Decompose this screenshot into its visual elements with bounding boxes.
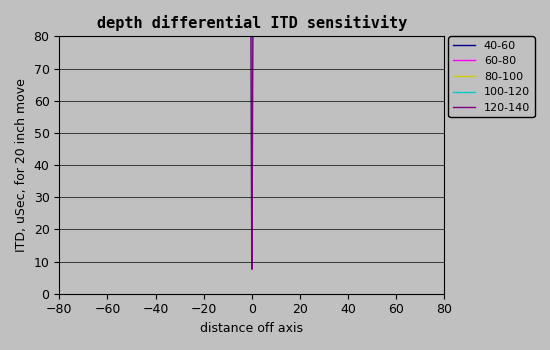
Legend: 40-60, 60-80, 80-100, 100-120, 120-140: 40-60, 60-80, 80-100, 100-120, 120-140 (448, 36, 535, 118)
40-60 (249, 121, 255, 125)
Line: 40-60: 40-60 (72, 0, 432, 123)
Y-axis label: ITD, uSec, for 20 inch move: ITD, uSec, for 20 inch move (15, 78, 28, 252)
100-120 (249, 257, 255, 261)
80-100 (249, 240, 255, 245)
Title: depth differential ITD sensitivity: depth differential ITD sensitivity (97, 15, 407, 31)
Line: 80-100: 80-100 (72, 0, 432, 243)
120-140 (249, 267, 255, 271)
X-axis label: distance off axis: distance off axis (200, 322, 304, 335)
Line: 60-80: 60-80 (72, 0, 432, 208)
Line: 120-140: 120-140 (72, 0, 432, 269)
60-80 (249, 206, 255, 210)
Line: 100-120: 100-120 (72, 0, 432, 259)
